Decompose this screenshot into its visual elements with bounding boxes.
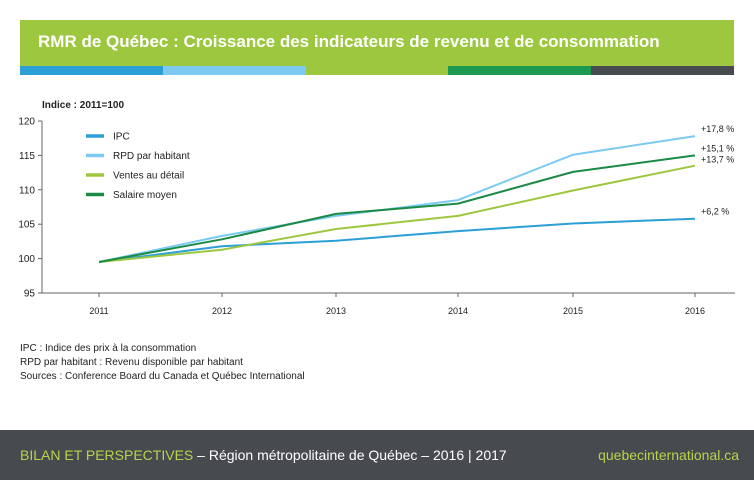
chart-area: Indice : 2011=100 95 100 105 110 115 120 2011 20… <box>0 95 754 335</box>
x-tick-label: 2011 <box>89 306 108 316</box>
footer: BILAN ET PERSPECTIVES – Région métropoli… <box>0 430 754 480</box>
series-end-label: +13,7 % <box>701 154 734 164</box>
series-line <box>98 154 696 263</box>
x-tick-label: 2014 <box>448 306 468 316</box>
footer-region: Région métropolitaine de Québec – 2016 |… <box>208 447 507 463</box>
color-strip <box>20 66 734 75</box>
legend-label: RPD par habitant <box>113 151 190 162</box>
note-ipc: IPC : Indice des prix à la consommation <box>20 343 197 354</box>
color-strip-segment <box>305 66 449 75</box>
footer-highlight: BILAN ET PERSPECTIVES <box>20 447 194 463</box>
line-chart: Indice : 2011=100 95 100 105 110 115 120 2011 20… <box>18 100 735 316</box>
footer-publication: BILAN ET PERSPECTIVES – Région métropoli… <box>20 447 507 463</box>
color-strip-segment <box>20 66 163 75</box>
series-line <box>98 217 696 263</box>
color-strip-segment <box>448 66 592 75</box>
x-tick-label: 2012 <box>212 306 232 316</box>
color-strip-segment <box>162 66 306 75</box>
x-tick-label: 2016 <box>685 306 705 316</box>
footer-url-link[interactable]: quebecinternational.ca <box>598 447 739 463</box>
legend-label: IPC <box>113 132 130 143</box>
series-end-label: +17,8 % <box>701 124 734 134</box>
legend-label: Salaire moyen <box>113 190 177 201</box>
y-tick-label: 100 <box>18 254 35 265</box>
series-end-label: +6,2 % <box>701 207 729 217</box>
y-tick-label: 120 <box>18 117 35 128</box>
chart-notes: IPC : Indice des prix à la consommation … <box>20 342 305 384</box>
series-line <box>98 164 696 263</box>
y-tick-label: 105 <box>18 220 35 231</box>
note-rpd: RPD par habitant : Revenu disponible par… <box>20 357 243 368</box>
color-strip-segment <box>591 66 734 75</box>
title-band: RMR de Québec : Croissance des indicateu… <box>20 20 734 66</box>
chart-title: RMR de Québec : Croissance des indicateu… <box>38 32 660 51</box>
legend-label: Ventes au détail <box>113 171 184 182</box>
y-tick-label: 95 <box>24 289 36 300</box>
note-sources: Sources : Conference Board du Canada et … <box>20 371 305 382</box>
y-axis-title: Indice : 2011=100 <box>42 100 124 111</box>
series-end-label: +15,1 % <box>701 143 734 153</box>
footer-separator: – <box>193 447 209 463</box>
y-tick-label: 110 <box>19 185 35 196</box>
x-tick-label: 2015 <box>563 306 583 316</box>
y-tick-label: 115 <box>19 151 35 162</box>
x-tick-label: 2013 <box>326 306 346 316</box>
